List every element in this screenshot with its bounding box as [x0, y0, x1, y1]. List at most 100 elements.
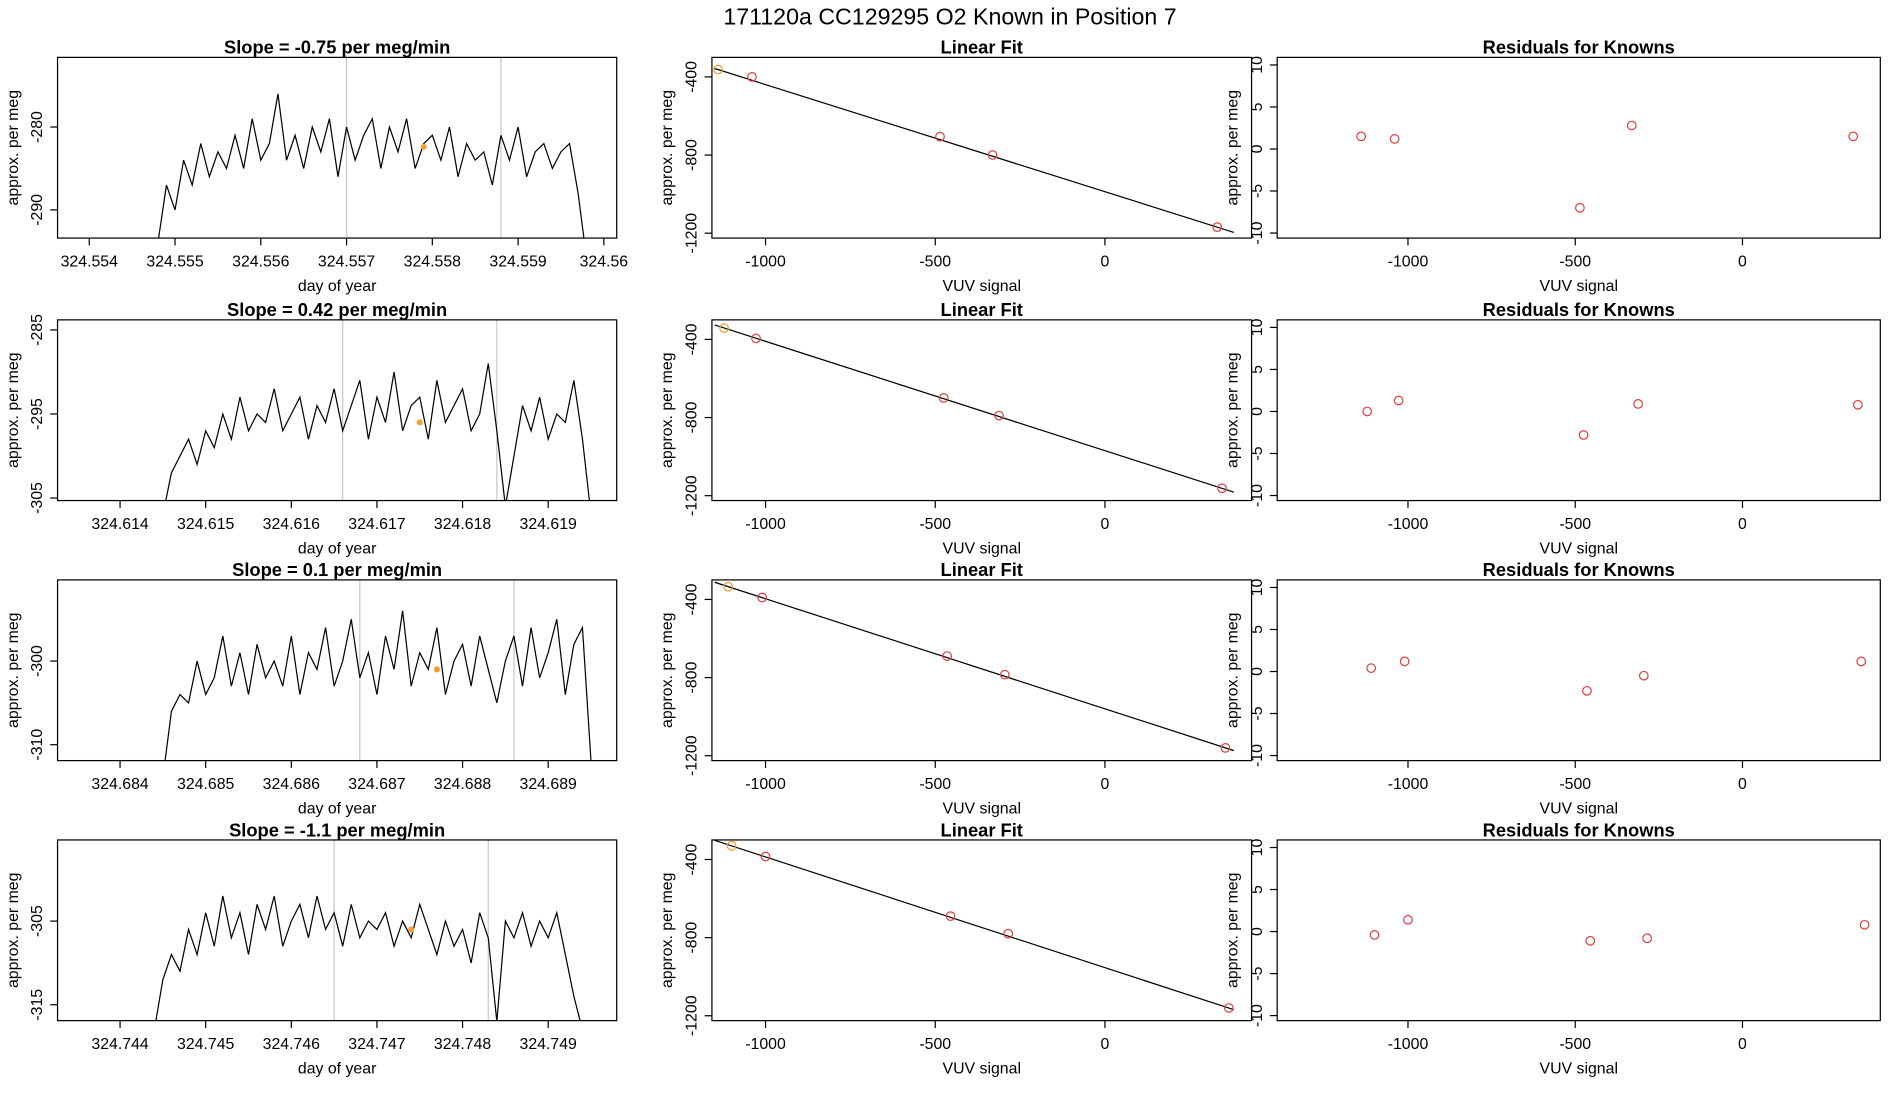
panel-title: Linear Fit — [941, 299, 1023, 320]
x-axis-label: day of year — [298, 801, 377, 818]
panel: Linear Fit VUV signal approx. per meg -1000… — [659, 559, 1253, 818]
panel: Slope = 0.42 per meg/min day of year appro… — [5, 299, 618, 558]
y-tick-label: -300 — [29, 645, 46, 677]
x-tick-label: -500 — [1559, 1036, 1591, 1053]
fit-line — [714, 324, 1235, 493]
x-tick-label: -500 — [1559, 516, 1591, 533]
panel: Slope = -1.1 per meg/min day of year appro… — [5, 819, 618, 1078]
fit-line — [714, 839, 1235, 1011]
y-tick-label: 0 — [1249, 667, 1266, 676]
y-tick-label: -5 — [1249, 184, 1266, 198]
x-tick-label: 324.555 — [146, 254, 204, 271]
data-point — [1848, 131, 1859, 142]
x-tick-label: 324.745 — [177, 1036, 235, 1053]
y-axis-label: approx. per meg — [659, 352, 676, 467]
panel: Slope = 0.1 per meg/min day of year approx… — [5, 559, 618, 818]
y-tick-label: -5 — [1249, 706, 1266, 720]
data-point — [713, 64, 723, 75]
data-point — [935, 131, 945, 142]
x-tick-label: 0 — [1101, 254, 1110, 271]
y-tick-label: 0 — [1249, 144, 1266, 153]
highlight-point — [420, 143, 427, 150]
plot-area — [1362, 395, 1863, 440]
panel-title: Slope = 0.1 per meg/min — [232, 559, 442, 580]
x-tick-label: 324.56 — [580, 254, 629, 271]
y-tick-label: -800 — [684, 139, 701, 171]
data-point — [757, 592, 768, 603]
x-axis-label: VUV signal — [943, 1061, 1021, 1078]
panel-title: Slope = 0.42 per meg/min — [227, 299, 447, 320]
data-point — [1362, 406, 1373, 417]
y-tick-label: -280 — [29, 111, 46, 143]
data-point — [1853, 399, 1863, 410]
x-tick-label: 0 — [1101, 516, 1110, 533]
data-line — [165, 363, 591, 501]
x-tick-label: -1000 — [1388, 254, 1429, 271]
data-point — [1578, 430, 1589, 440]
y-tick-label: -5 — [1249, 446, 1266, 460]
plot-area — [1369, 914, 1870, 946]
plot-area — [1366, 656, 1867, 696]
data-point — [1859, 919, 1870, 930]
data-point — [1642, 933, 1653, 944]
x-tick-label: 324.617 — [348, 516, 406, 533]
x-tick-label: -500 — [919, 254, 951, 271]
figure-title: 171120a CC129295 O2 Known in Position 7 — [723, 3, 1176, 29]
y-tick-label: 5 — [1249, 885, 1266, 894]
plot-area — [714, 323, 1235, 494]
panel: Residuals for Knowns VUV signal approx. pe… — [1224, 37, 1881, 295]
data-line — [164, 610, 592, 761]
data-point — [1212, 222, 1223, 233]
panel: Residuals for Knowns VUV signal approx. pe… — [1224, 299, 1881, 558]
y-axis-label: approx. per meg — [5, 873, 22, 988]
data-point — [1223, 1003, 1234, 1013]
x-tick-label: -500 — [1559, 776, 1591, 793]
y-tick-label: 10 — [1249, 839, 1266, 857]
x-tick-label: 324.687 — [348, 776, 406, 793]
data-point — [987, 150, 998, 160]
data-point — [945, 911, 956, 922]
panel: Linear Fit VUV signal approx. per meg -1000… — [659, 299, 1253, 558]
y-tick-label: 10 — [1249, 578, 1266, 596]
y-tick-label: -5 — [1249, 966, 1266, 980]
data-point — [938, 393, 949, 403]
y-tick-label: 5 — [1249, 102, 1266, 111]
x-tick-label: 0 — [1101, 776, 1110, 793]
y-axis-label: approx. per meg — [5, 352, 22, 467]
x-tick-label: -1000 — [745, 254, 786, 271]
data-line — [155, 895, 581, 1021]
panel-title: Linear Fit — [941, 37, 1023, 58]
panel-title: Linear Fit — [941, 819, 1023, 840]
plot-area — [714, 581, 1235, 753]
y-tick-label: -305 — [29, 905, 46, 937]
y-tick-label: -10 — [1249, 1004, 1266, 1027]
x-axis-label: day of year — [298, 1061, 377, 1078]
data-point — [1369, 930, 1380, 940]
y-axis-label: approx. per meg — [659, 90, 676, 205]
y-tick-label: -315 — [29, 989, 46, 1021]
plot-frame — [56, 319, 618, 502]
x-tick-label: 324.746 — [263, 1036, 321, 1053]
y-axis-label: approx. per meg — [659, 613, 676, 728]
y-tick-label: -1200 — [684, 995, 701, 1036]
y-tick-label: 10 — [1249, 318, 1266, 336]
x-tick-label: -1000 — [1388, 776, 1429, 793]
data-point — [1399, 656, 1410, 667]
fit-line — [714, 581, 1235, 752]
plot-area — [165, 319, 591, 501]
x-axis-label: day of year — [298, 541, 377, 558]
y-tick-label: 0 — [1249, 927, 1266, 936]
plot-frame — [711, 56, 1253, 239]
x-tick-label: 324.686 — [263, 776, 321, 793]
x-axis-label: VUV signal — [1540, 801, 1618, 818]
x-axis-label: VUV signal — [943, 801, 1021, 818]
y-tick-label: -400 — [684, 583, 701, 615]
data-point — [1389, 134, 1400, 144]
x-tick-label: 324.685 — [177, 776, 235, 793]
x-tick-label: 324.748 — [434, 1036, 492, 1053]
data-point — [1585, 935, 1596, 946]
x-tick-label: 0 — [1738, 1036, 1747, 1053]
data-point — [726, 840, 737, 851]
